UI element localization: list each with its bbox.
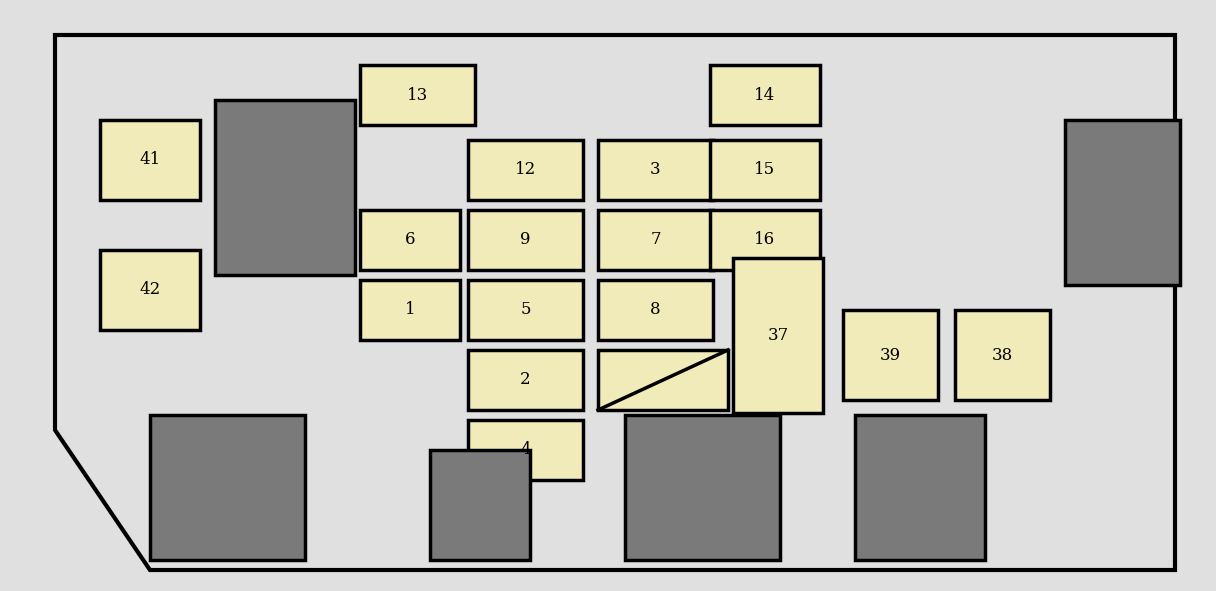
Text: 15: 15 — [754, 161, 776, 178]
Bar — [100, 250, 199, 330]
Text: 3: 3 — [651, 161, 660, 178]
Bar — [1065, 120, 1180, 285]
Bar — [598, 140, 713, 200]
Bar — [598, 280, 713, 340]
Bar — [710, 210, 820, 270]
Text: 12: 12 — [514, 161, 536, 178]
Bar — [468, 140, 582, 200]
Bar — [733, 258, 823, 413]
Bar — [468, 210, 582, 270]
Text: 14: 14 — [754, 86, 776, 103]
Text: 4: 4 — [520, 441, 531, 459]
Bar — [598, 350, 728, 410]
Text: 2: 2 — [520, 372, 531, 388]
Polygon shape — [55, 35, 1175, 570]
Bar — [100, 120, 199, 200]
Bar — [710, 65, 820, 125]
Bar — [150, 415, 305, 560]
Bar — [955, 310, 1049, 400]
Bar — [360, 280, 460, 340]
Bar — [843, 310, 938, 400]
Text: 37: 37 — [767, 327, 789, 344]
Bar — [468, 420, 582, 480]
Text: 6: 6 — [405, 232, 415, 248]
Bar — [468, 280, 582, 340]
Text: 38: 38 — [992, 346, 1013, 363]
Bar — [215, 100, 355, 275]
Text: 41: 41 — [140, 151, 161, 168]
Text: 39: 39 — [880, 346, 901, 363]
Text: 42: 42 — [140, 281, 161, 298]
Text: 8: 8 — [651, 301, 660, 319]
Bar — [710, 140, 820, 200]
Text: 16: 16 — [754, 232, 776, 248]
Bar — [360, 65, 475, 125]
Text: 7: 7 — [651, 232, 660, 248]
Bar — [430, 450, 530, 560]
Bar — [468, 350, 582, 410]
Bar — [855, 415, 985, 560]
Text: 9: 9 — [520, 232, 530, 248]
Bar — [625, 415, 779, 560]
Text: 13: 13 — [407, 86, 428, 103]
Text: 1: 1 — [405, 301, 416, 319]
Text: 5: 5 — [520, 301, 530, 319]
Bar — [598, 210, 713, 270]
Bar — [360, 210, 460, 270]
